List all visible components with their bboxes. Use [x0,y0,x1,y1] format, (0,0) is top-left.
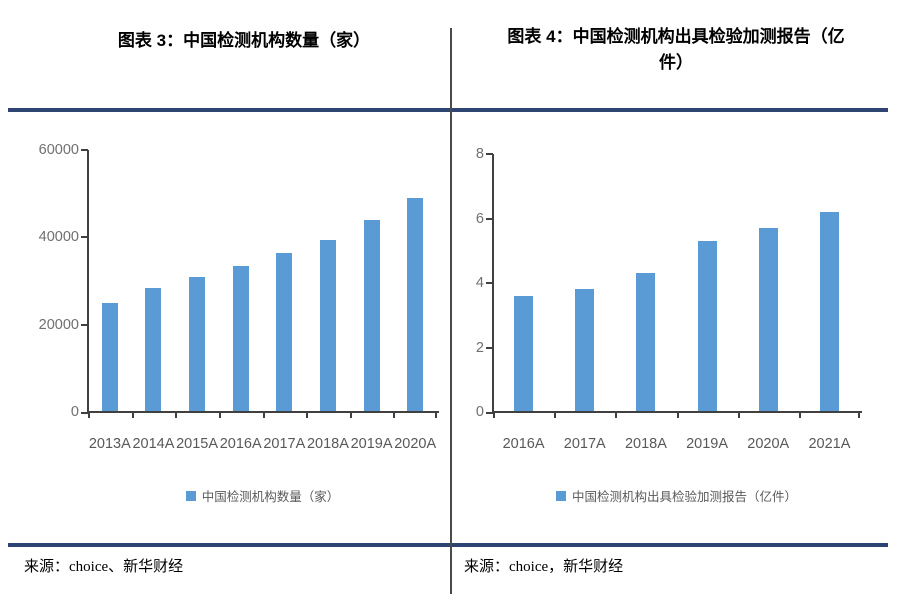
x-tick-mark [615,412,618,418]
y-tick-label: 40000 [38,229,79,246]
y-axis-line [87,150,89,412]
x-tick-mark [262,412,265,418]
y-tick-mark [81,149,88,151]
y-tick-label: 6 [475,210,484,227]
y-tick-label: 4 [475,275,484,291]
x-tick-label: 2016A [219,436,262,452]
y-tick-mark [81,412,88,414]
bar [101,302,118,412]
y-tick-mark [486,412,493,414]
x-tick-label: 2016A [502,436,545,452]
x-tick-mark [435,412,437,418]
x-tick-mark [175,412,178,418]
x-tick-label: 2017A [563,436,606,452]
bar [636,273,656,412]
x-tick-label: 2020A [747,436,790,452]
y-tick-mark [486,346,493,349]
x-tick-label: 2021A [808,436,851,452]
chart-title: 图表 4：中国检测机构出具检验加测报告（亿件） [452,24,900,77]
x-tick-label: 2013A [88,436,131,452]
x-tick-label: 2015A [176,436,219,452]
x-tick-mark [554,412,557,418]
source-note: 来源：choice、新华财经 [24,559,184,575]
x-tick-mark [393,412,396,418]
bar [276,252,293,412]
bar [819,212,839,412]
y-tick-label: 60000 [38,142,79,158]
panel-divider-line [450,28,452,594]
bar-chart-reports: 0 2 4 6 8 2016A 2017A 2018A 2019A 2020A 2021A [476,146,862,452]
y-tick-mark [81,323,88,326]
legend-label: 中国检测机构数量（家） [201,490,340,504]
bar [363,219,380,412]
y-tick-label: 20000 [38,316,79,333]
figure-panel-right: 图表 4：中国检测机构出具检验加测报告（亿件） 0 2 4 6 8 2016A 2017A 2… [452,0,900,600]
bar [407,198,424,412]
bar-chart-institutions: 0 20000 40000 60000 2013A 2014A 2015A 2016A 2017… [39,142,439,452]
chart-title: 图表 3：中国检测机构数量（家） [0,28,452,54]
bar [697,241,717,412]
x-tick-label: 2019A [350,436,393,452]
x-axis-line [492,411,862,413]
x-axis-line [87,411,439,413]
x-tick-label: 2019A [686,436,729,452]
title-divider-rule [8,108,452,112]
y-tick-label: 8 [475,146,484,162]
x-tick-label: 2014A [132,436,175,452]
x-tick-mark [737,412,740,418]
x-tick-mark [306,412,309,418]
source-divider-rule [452,543,888,547]
chart-legend: 中国检测机构数量（家） [88,486,437,505]
y-tick-label: 0 [70,404,79,420]
bar [514,295,534,412]
x-tick-label: 2017A [263,436,306,452]
chart-legend: 中国检测机构出具检验加测报告（亿件） [493,486,860,505]
y-tick-mark [486,153,493,155]
y-tick-label: 0 [475,404,484,420]
legend-label: 中国检测机构出具检验加测报告（亿件） [571,490,797,504]
x-tick-mark [88,412,90,418]
x-tick-mark [349,412,352,418]
x-tick-label: 2020A [394,436,437,452]
legend-swatch-icon [555,490,566,501]
title-divider-rule [452,108,888,112]
y-tick-mark [486,217,493,220]
y-tick-mark [81,236,88,239]
legend-swatch-icon [185,490,196,501]
bar [319,239,336,412]
x-tick-label: 2018A [306,436,349,452]
bar [145,287,162,412]
figure-panel-left: 图表 3：中国检测机构数量（家） 0 20000 40000 60000 2013A 20… [0,28,452,575]
bar [575,289,595,412]
source-note: 来源：choice，新华财经 [464,559,624,575]
x-tick-mark [858,412,860,418]
y-tick-label: 2 [475,339,484,356]
chart-title-text: 图表 3：中国检测机构数量（家） [117,31,371,50]
x-tick-label: 2018A [624,436,667,452]
bar [232,265,249,412]
y-tick-mark [486,282,493,284]
bar [189,276,206,412]
x-tick-mark [493,412,495,418]
bar [758,228,778,412]
x-tick-mark [676,412,679,418]
chart-title-text: 图表 4：中国检测机构出具检验加测报告（亿件） [507,27,845,73]
x-tick-mark [798,412,801,418]
x-tick-mark [218,412,221,418]
source-divider-rule [8,543,452,547]
y-axis-line [492,154,494,412]
x-tick-mark [131,412,134,418]
